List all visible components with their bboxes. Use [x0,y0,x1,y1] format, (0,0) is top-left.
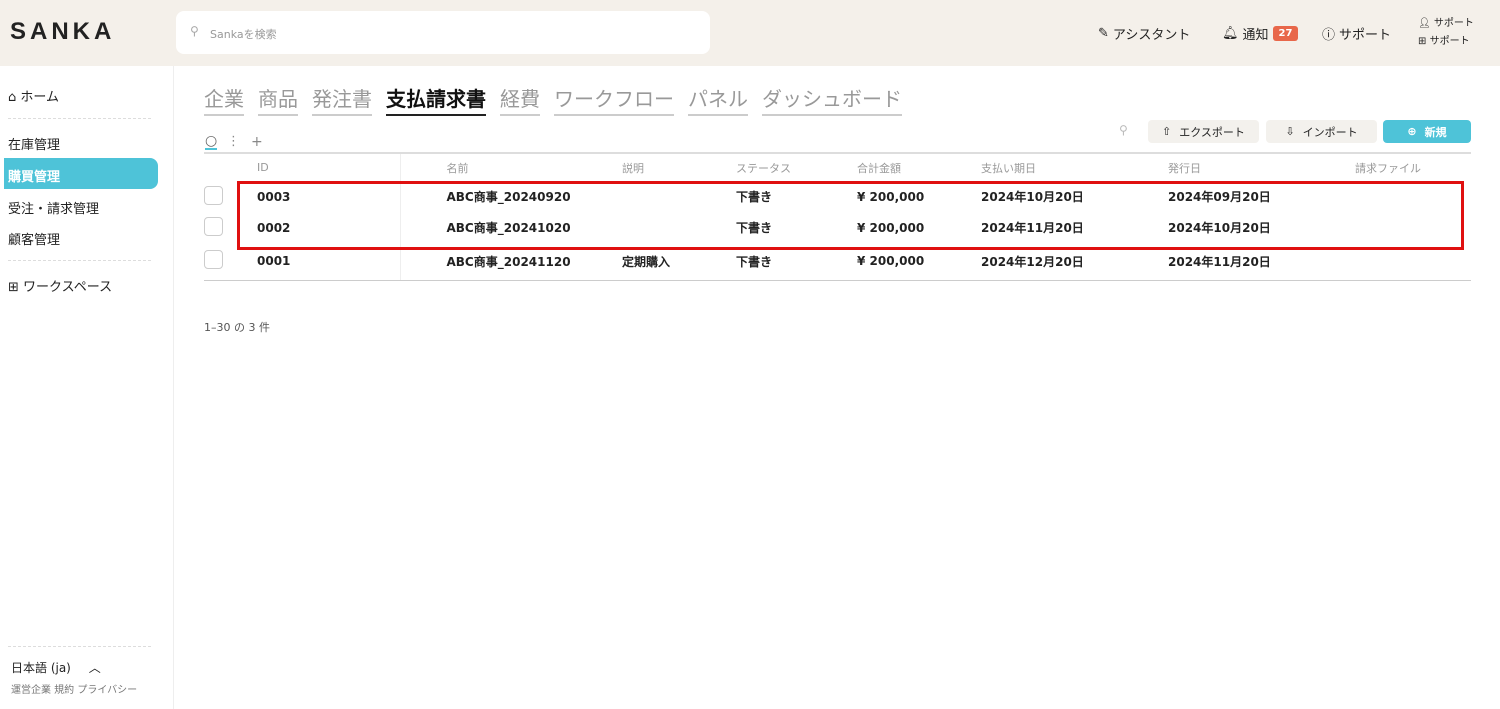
view-menu-icon[interactable]: ⋮ [227,134,240,149]
logo[interactable]: SANKA [10,18,116,45]
import-button[interactable]: ⇩ インポート [1266,120,1377,143]
user-icon: 👤︎ [1418,18,1431,29]
cell-status: 下書き [736,221,773,235]
support-button[interactable]: ⓘ サポート [1322,24,1391,43]
cell-total: ¥ 200,000 [857,189,925,204]
home-label: ホーム [20,90,60,105]
header-name[interactable]: 名前 [400,152,622,181]
row-checkbox[interactable] [204,185,223,205]
plus-icon: ⊕ [1407,125,1417,138]
add-view-button[interactable]: + [251,134,263,150]
apps-icon: ⊞ [8,280,19,295]
assistant-label: アシスタント [1112,28,1191,43]
sidebar-item-inventory[interactable]: 在庫管理 [8,138,61,153]
sidebar-item-home[interactable]: ⌂ ホーム [8,86,59,105]
tab-purchase-orders[interactable]: 発注書 [312,83,372,116]
tab-expenses[interactable]: 経費 [500,83,540,116]
new-button[interactable]: ⊕ 新規 [1383,120,1471,143]
cell-status: 下書き [736,190,773,204]
cell-name[interactable]: ABC商事_20241020 [446,221,571,235]
top-bar: SANKA ⚲ Sankaを検索 ✎ アシスタント 🔔︎ 通知 27 ⓘ サポート 👤︎ … [0,0,1500,66]
bell-icon: 🔔︎ [1222,26,1239,41]
workspace-label: ワークスペース [23,280,113,295]
export-button[interactable]: ⇧ エクスポート [1148,120,1259,143]
row-select [204,181,257,212]
row-checkbox[interactable] [204,216,223,236]
select-header [204,152,257,181]
cell-total: ¥ 200,000 [857,220,925,235]
sidebar-item-customers[interactable]: 顧客管理 [8,233,61,248]
wand-icon: ✎ [1098,26,1109,41]
language-label: 日本語 (ja) [11,661,71,675]
divider [8,646,151,647]
tab-panel[interactable]: パネル [688,83,748,116]
header-issue-date[interactable]: 発行日 [1168,152,1355,181]
cell-name[interactable]: ABC商事_20240920 [446,190,571,204]
new-label: 新規 [1424,125,1447,139]
sidebar: ⌂ ホーム 在庫管理 購買管理 受注・請求管理 顧客管理 ⊞ ワークスペース 日… [0,66,174,709]
header-due-date[interactable]: 支払い期日 [981,152,1168,181]
cell-id[interactable]: 0003 [257,181,401,212]
pagination-info: 1–30 の 3 件 [204,321,270,334]
table-row[interactable]: 0002 ABC商事_20241020 下書き ¥ 200,000 2024年11月20… [204,212,1471,243]
module-tabs: 企業 商品 発注書 支払請求書 経費 ワークフロー パネル ダッシュボード [204,83,902,116]
export-label: エクスポート [1179,125,1245,139]
header-status[interactable]: ステータス [736,152,857,181]
view-circle-icon[interactable]: ○ [205,133,218,150]
table-row[interactable]: 0003 ABC商事_20240920 下書き ¥ 200,000 2024年10月20… [204,181,1471,212]
table-header: ID 名前 説明 ステータス 合計金額 支払い期日 発行日 請求ファイル [204,152,1471,181]
tab-products[interactable]: 商品 [258,83,298,116]
row-select [204,212,257,243]
notifications-button[interactable]: 🔔︎ 通知 27 [1222,24,1299,43]
user-name: サポート [1433,18,1474,29]
tab-workflow[interactable]: ワークフロー [554,83,674,116]
highlight-box [237,181,1464,250]
tab-bills[interactable]: 支払請求書 [386,83,486,116]
notifications-label: 通知 [1242,28,1269,43]
header-total[interactable]: 合計金額 [857,152,981,181]
assistant-button[interactable]: ✎ アシスタント [1098,24,1190,43]
row-checkbox[interactable] [204,250,223,270]
search-icon: ⚲ [190,24,199,38]
divider [8,118,151,119]
search-input[interactable]: ⚲ Sankaを検索 [176,11,710,54]
cell-issue-date: 2024年09月20日 [1168,190,1271,204]
user-menu[interactable]: 👤︎ サポート ⊞ サポート [1418,15,1474,51]
header-invoice-file[interactable]: 請求ファイル [1355,152,1471,181]
sidebar-item-orders[interactable]: 受注・請求管理 [8,202,100,217]
import-label: インポート [1302,125,1358,139]
workspace-icon: ⊞ [1418,36,1427,47]
cell-issue-date: 2024年10月20日 [1168,221,1271,235]
footer-links[interactable]: 運営企業 規約 プライバシー [11,685,138,696]
header-id[interactable]: ID [257,152,401,181]
sidebar-item-purchasing[interactable]: 購買管理 [4,158,158,189]
divider [8,260,151,261]
help-icon: ⓘ [1322,28,1336,43]
upload-icon: ⇧ [1162,125,1172,138]
download-icon: ⇩ [1285,125,1295,138]
sidebar-item-workspace[interactable]: ⊞ ワークスペース [8,276,112,295]
cell-id[interactable]: 0002 [257,212,401,243]
tab-dashboard[interactable]: ダッシュボード [762,83,902,116]
tab-companies[interactable]: 企業 [204,83,244,116]
header-description[interactable]: 説明 [622,152,736,181]
home-icon: ⌂ [8,90,17,105]
cell-due-date: 2024年10月20日 [981,190,1084,204]
cell-due-date: 2024年11月20日 [981,221,1084,235]
support-label: サポート [1339,28,1392,43]
chevron-up-icon: ︿ [88,661,101,675]
notification-badge: 27 [1272,26,1299,41]
workspace-name: サポート [1429,36,1470,47]
search-placeholder: Sankaを検索 [210,28,277,41]
search-icon[interactable]: ⚲ [1119,123,1128,137]
language-selector[interactable]: 日本語 (ja) ︿ [11,659,101,676]
